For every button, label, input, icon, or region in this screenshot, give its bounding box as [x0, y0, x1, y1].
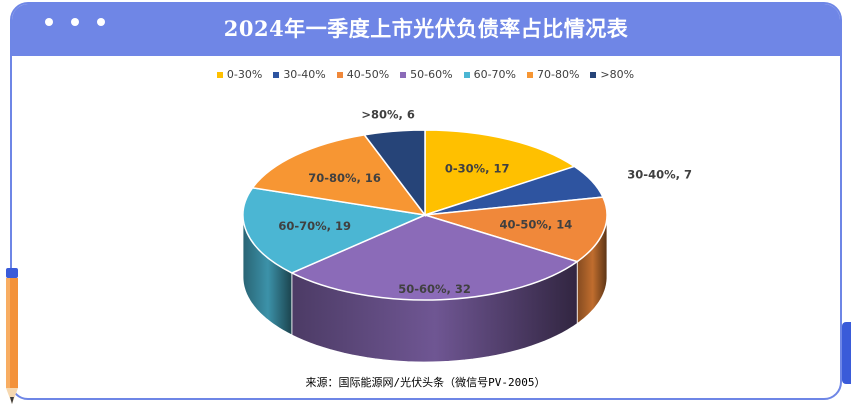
data-label: 50-60%, 32 [398, 282, 471, 296]
legend-label: >80% [600, 68, 635, 81]
legend-item: 0-30% [216, 68, 263, 81]
window-dots [45, 18, 105, 26]
legend-swatch [273, 71, 280, 78]
pie-slice-40-50% [424, 196, 608, 263]
pie-slice-50-60% [290, 214, 579, 301]
legend-item: >80% [590, 68, 634, 81]
legend-label: 30-40% [283, 68, 326, 81]
source-note: 来源：国际能源网/光伏头条（微信号PV-2005） [305, 376, 546, 389]
legend-item: 70-80% [527, 68, 579, 81]
title-bar: 2024年一季度上市光伏负债率占比情况表 [12, 4, 840, 56]
data-label: 70-80%, 16 [308, 171, 381, 185]
window-dot-icon [97, 18, 105, 26]
pie-slices [242, 129, 608, 301]
pie-slice-60-70% [242, 187, 428, 274]
legend-swatch [590, 71, 597, 78]
legend-item: 50-60% [400, 68, 453, 81]
legend-item: 30-40% [273, 68, 326, 81]
data-label: >80%, 6 [361, 108, 415, 122]
chart-title: 2024年一季度上市光伏负债率占比情况表 [223, 16, 629, 41]
side-tab-decoration [842, 322, 851, 384]
legend-label: 50-60% [410, 68, 453, 81]
legend-swatch [336, 71, 343, 78]
legend-item: 40-50% [336, 68, 390, 81]
pie-slice-70-80% [251, 134, 427, 217]
data-label: 0-30%, 17 [445, 161, 510, 175]
legend-label: 0-30% [226, 68, 263, 81]
data-label: 30-40%, 7 [627, 167, 692, 181]
data-label: 40-50%, 14 [500, 218, 573, 232]
pie-slice-0-30% [424, 129, 577, 217]
data-label: 60-70%, 19 [278, 219, 351, 233]
legend-swatch [527, 71, 533, 78]
legend-label: 40-50% [346, 68, 390, 81]
legend-label: 60-70% [473, 68, 516, 81]
data-labels: 0-30%, 17 30-40%, 7 40-50%, 14 50-60%, 32 60… [278, 108, 692, 297]
legend-swatch [400, 71, 407, 78]
window-dot-icon [71, 18, 79, 26]
window-dot-icon [45, 18, 53, 26]
legend-item: 60-70% [463, 68, 516, 81]
legend-swatch [216, 71, 223, 78]
chart-legend: 0-30% 30-40% 40-50% 50-60% 60-70% 70-80% >80% [0, 68, 851, 81]
pie-slice->80% [363, 129, 426, 218]
legend-swatch [463, 71, 470, 78]
pencil-decoration-icon [6, 268, 18, 404]
legend-label: 70-80% [537, 68, 580, 81]
